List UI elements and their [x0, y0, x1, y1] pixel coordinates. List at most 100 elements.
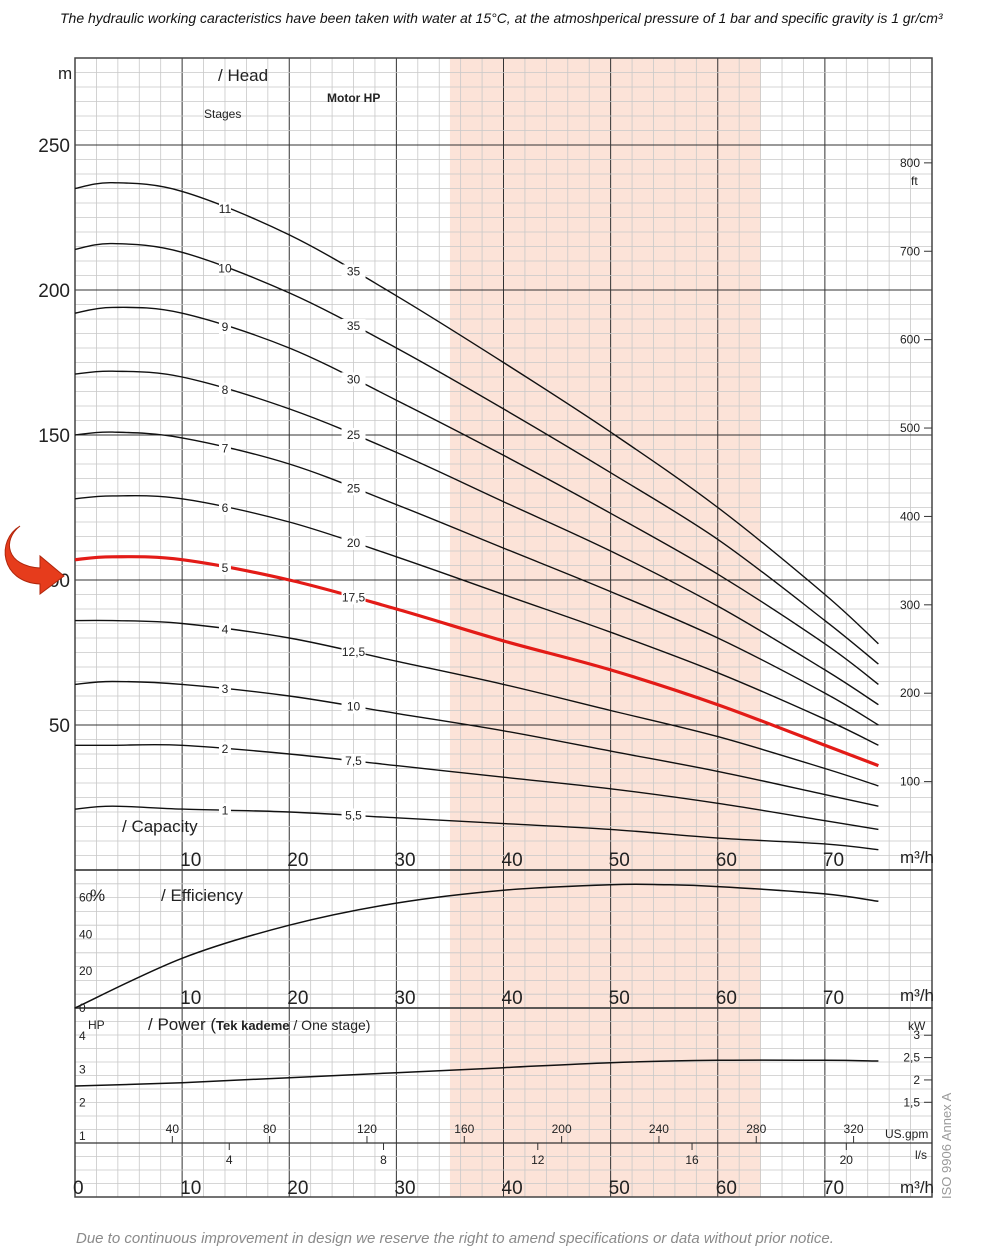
- head-curve-stage-8: [74, 370, 879, 706]
- stage-label-bg: [218, 741, 231, 756]
- panel-backgrounds: [449, 58, 761, 1197]
- motor-hp-label-bg: [341, 590, 366, 605]
- stage-label-2: 2: [222, 742, 229, 756]
- ft-tick: 600: [900, 333, 920, 347]
- capacity-label: / Capacity: [122, 817, 198, 836]
- head-y-tick: 200: [38, 281, 70, 302]
- efficiency-x-tick: 70: [823, 988, 844, 1009]
- efficiency-x-tick: 10: [180, 988, 201, 1009]
- usgpm-tick: 320: [844, 1122, 864, 1136]
- power-title: / Power: [148, 1015, 206, 1034]
- motor-hp-label-5: 17,5: [342, 590, 366, 604]
- ft-unit-label: ft: [911, 174, 918, 188]
- kw-tick: 3: [913, 1028, 920, 1042]
- ls-tick: 12: [531, 1153, 545, 1167]
- motor-hp-label-bg: [341, 644, 366, 659]
- motor-hp-label-7: 25: [347, 481, 361, 495]
- usgpm-tick: 240: [649, 1122, 669, 1136]
- usgpm-tick: 200: [552, 1122, 572, 1136]
- motor-hp-label-bg: [341, 481, 366, 496]
- ls-tick: 4: [226, 1153, 233, 1167]
- efficiency-y-tick: 40: [79, 927, 93, 941]
- stage-label-1: 1: [222, 803, 229, 817]
- power-hp-tick: 1: [79, 1129, 86, 1143]
- efficiency-y-tick: 60: [79, 891, 93, 905]
- stage-label-bg: [218, 261, 231, 276]
- preferred-range-band: [449, 58, 761, 1197]
- motor-hp-label-bg: [341, 535, 366, 550]
- efficiency-x-tick: 60: [716, 988, 737, 1009]
- motor-hp-label: Motor HP: [327, 91, 380, 105]
- kw-tick: 2,5: [903, 1051, 920, 1065]
- head-x-tick: 50: [609, 850, 630, 871]
- head-y-tick: 150: [38, 426, 70, 447]
- usgpm-tick: 40: [166, 1122, 180, 1136]
- footer-note: Due to continuous improvement in design …: [76, 1230, 834, 1247]
- motor-hp-label-bg: [341, 372, 366, 387]
- ft-tick: 700: [900, 244, 920, 258]
- stage-label-bg: [218, 441, 231, 456]
- ls-unit-label: l/s: [915, 1148, 927, 1162]
- head-y-tick: 250: [38, 136, 70, 157]
- power-hp-tick: 4: [79, 1029, 86, 1043]
- power-label: / Power (Tek kademe / One stage): [148, 1015, 370, 1034]
- power-x-tick: 50: [609, 1178, 630, 1199]
- ft-tick: 300: [900, 598, 920, 612]
- power-hp-tick: 2: [79, 1096, 86, 1110]
- head-x-tick: 70: [823, 850, 844, 871]
- head-curve-stage-3: [74, 680, 879, 807]
- power-hp-tick: 3: [79, 1062, 86, 1076]
- motor-hp-label-8: 25: [347, 428, 361, 442]
- power-x-tick: 70: [823, 1178, 844, 1199]
- usgpm-tick: 120: [357, 1122, 377, 1136]
- efficiency-label: / Efficiency: [161, 886, 243, 905]
- stage-label-4: 4: [222, 622, 229, 636]
- motor-hp-label-bg: [341, 753, 366, 768]
- head-x-tick: 20: [287, 850, 308, 871]
- stage-label-7: 7: [222, 441, 229, 455]
- stage-label-3: 3: [222, 682, 229, 696]
- tick-labels: 5010015020025010020030040050060070080010…: [38, 136, 932, 1199]
- power-one-stage: / One stage): [290, 1017, 371, 1033]
- motor-hp-label-9: 30: [347, 372, 361, 386]
- head-label: / Head: [218, 66, 268, 85]
- stage-label-bg: [218, 560, 231, 575]
- head-curve-stage-2: [75, 743, 879, 831]
- efficiency-y-tick: 20: [79, 964, 93, 978]
- ft-tick: 400: [900, 509, 920, 523]
- head-y-tick: 50: [49, 716, 70, 737]
- head-x-unit: m³/h: [900, 848, 934, 867]
- stage-label-6: 6: [222, 501, 229, 515]
- efficiency-x-tick: 50: [609, 988, 630, 1009]
- kw-tick: 2: [913, 1073, 920, 1087]
- power-hp-unit: HP: [88, 1018, 105, 1032]
- efficiency-x-tick: 30: [394, 988, 415, 1009]
- efficiency-x-tick: 20: [287, 988, 308, 1009]
- power-bold-label: Tek kademe: [216, 1018, 289, 1033]
- stage-label-bg: [218, 382, 231, 397]
- efficiency-y-tick: 0: [79, 1001, 86, 1015]
- power-x-tick: 0: [73, 1178, 84, 1199]
- kw-unit-label: kW: [908, 1019, 926, 1033]
- usgpm-unit-label: US.gpm: [885, 1127, 928, 1141]
- motor-hp-label-bg: [341, 264, 366, 279]
- head-x-tick: 60: [716, 850, 737, 871]
- head-curve-stage-11: [74, 181, 879, 645]
- stage-label-10: 10: [218, 262, 232, 276]
- ls-tick: 20: [840, 1153, 854, 1167]
- head-curve-stage-1: [74, 805, 879, 851]
- kw-tick: 1,5: [903, 1095, 920, 1109]
- stages-label: Stages: [204, 107, 241, 121]
- power-paren: (: [210, 1015, 216, 1034]
- motor-hp-label-bg: [341, 428, 366, 442]
- head-x-tick: 10: [180, 850, 201, 871]
- stage-label-bg: [218, 501, 231, 516]
- power-x-tick: 60: [716, 1178, 737, 1199]
- iso-note: ISO 9906 Annex A: [939, 1092, 954, 1199]
- stage-label-bg: [218, 201, 231, 216]
- head-x-tick: 40: [502, 850, 523, 871]
- motor-hp-label-bg: [341, 318, 366, 333]
- chart-grid: [74, 57, 933, 1198]
- usgpm-tick: 280: [746, 1122, 766, 1136]
